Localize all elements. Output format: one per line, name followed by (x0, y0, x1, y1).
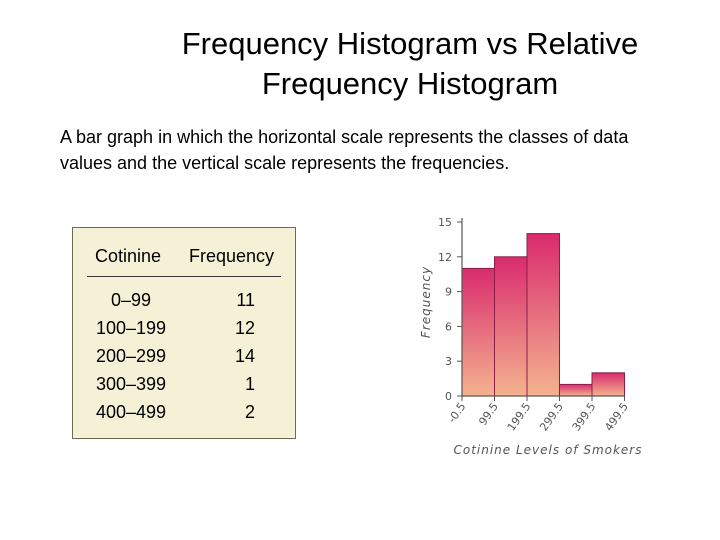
table-cell-frequency: 12 (234, 318, 255, 338)
table-cell-class: 100–199 (95, 318, 167, 338)
table-header-frequency: Frequency (189, 246, 275, 266)
y-tick-label: 3 (445, 355, 452, 368)
histogram-chart: 0 3 6 9 12 15 -0.5 99.5 199.5 299.5 399.5 499.5 Freq… (419, 216, 642, 457)
table-row: 0–99 11 (73, 290, 295, 318)
table-cell-frequency: 14 (234, 346, 255, 366)
table-cell-frequency: 11 (236, 290, 255, 310)
table-header-cotinine: Cotinine (95, 246, 162, 266)
table-cell-class: 200–299 (95, 346, 167, 366)
table-cell-class: 300–399 (95, 374, 167, 394)
histogram-bar (461, 267, 495, 397)
bars-group (461, 233, 625, 397)
histogram-bar (591, 372, 625, 397)
y-tick-label: 0 (445, 390, 452, 403)
table-row: 200–299 14 (73, 346, 295, 374)
y-tick-label: 9 (445, 286, 452, 299)
slide-body-text: A bar graph in which the horizontal scal… (60, 127, 629, 173)
y-tick-label: 15 (438, 216, 452, 229)
slide-title-line1: Frequency Histogram vs Relative (181, 26, 639, 61)
histogram-bar (494, 256, 528, 397)
frequency-table: Cotinine Frequency 0–99 11 100–199 12 20… (72, 227, 296, 439)
y-axis-label: Frequency (419, 266, 433, 338)
y-tick-label: 6 (445, 320, 452, 333)
table-row: 300–399 1 (73, 374, 295, 402)
table-header-rule (87, 276, 281, 277)
x-tick-label: 399.5 (570, 400, 599, 433)
slide-title-line2: Frequency Histogram (261, 66, 559, 101)
histogram-bar (559, 383, 593, 397)
x-tick-label: 499.5 (602, 400, 631, 433)
histogram-bar (526, 233, 560, 397)
table-cell-class: 400–499 (95, 402, 167, 422)
x-tick-label: 99.5 (476, 400, 501, 428)
table-cell-class: 0–99 (110, 290, 152, 310)
x-tick-label: 199.5 (505, 400, 534, 433)
axes-group (457, 218, 625, 401)
table-row: 400–499 2 (73, 402, 295, 430)
table-cell-frequency: 1 (244, 374, 255, 394)
y-tick-label: 12 (438, 251, 452, 264)
x-tick-label: 299.5 (537, 400, 566, 433)
x-axis-label: Cotinine Levels of Smokers (453, 443, 642, 457)
table-row: 100–199 12 (73, 318, 295, 346)
x-tick-label: -0.5 (445, 400, 468, 425)
slide-title: Frequency Histogram vs Relative Frequenc… (100, 24, 720, 104)
table-cell-frequency: 2 (244, 402, 255, 422)
